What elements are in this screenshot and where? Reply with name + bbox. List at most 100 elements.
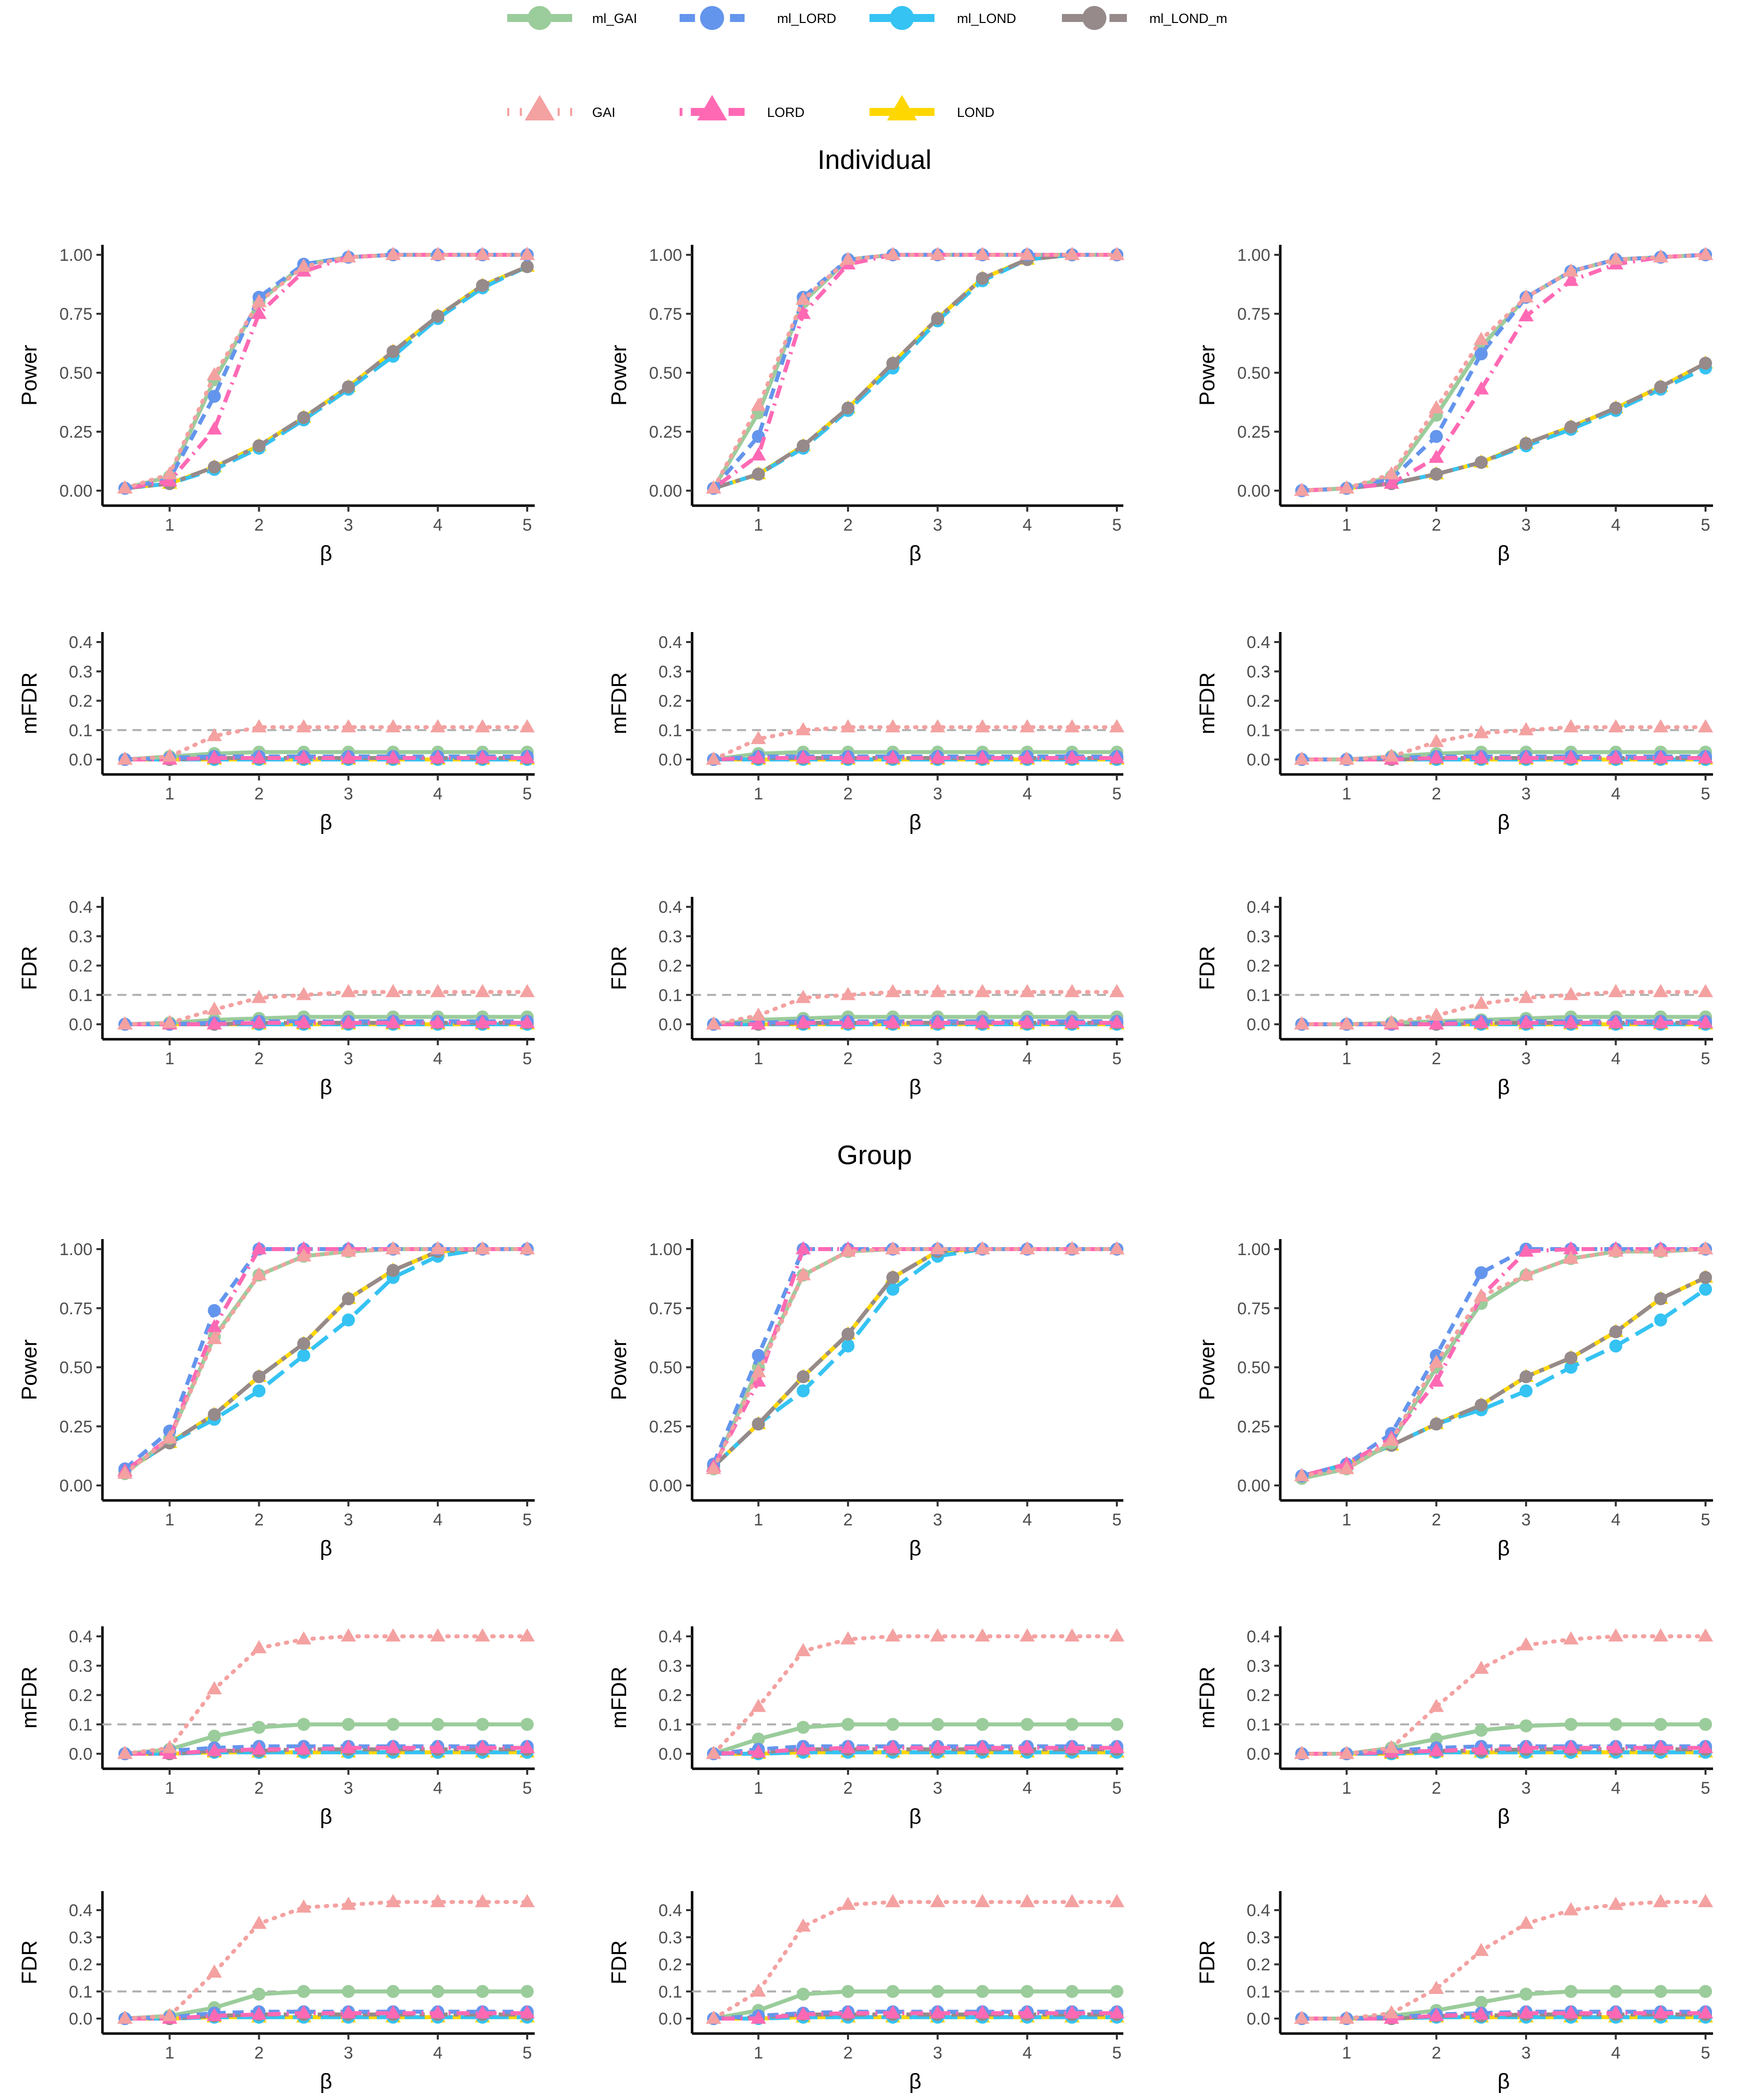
x-tick-label: 4 — [1611, 784, 1621, 803]
series-line-ml_GAI — [713, 1015, 1117, 1026]
panel-group-fdr-2: 0.0 0.1 0.2 0.3 0.4 1 2 3 4 5 FDR β — [607, 1891, 1125, 2094]
data-point-LORD — [251, 306, 267, 319]
x-tick-label: 3 — [1521, 1049, 1531, 1068]
series-GAI — [706, 247, 1125, 494]
y-tick-label: 0.3 — [69, 1657, 92, 1676]
data-point-LORD — [796, 2006, 811, 2020]
x-tick-label: 1 — [754, 2044, 763, 2063]
data-point-GAI — [251, 990, 267, 1003]
legend-item-ml_GAI: ml_GAI — [507, 6, 637, 30]
data-point-LORD — [1698, 1015, 1714, 1028]
data-point-LORD — [206, 750, 222, 763]
x-tick-label: 5 — [1112, 1510, 1122, 1529]
legend-marker-GAI — [525, 95, 555, 120]
series-ml_LOND — [707, 248, 1123, 495]
y-tick-label: 1.00 — [1237, 246, 1270, 265]
y-tick-label: 0.4 — [1247, 1627, 1270, 1646]
x-tick-label: 1 — [165, 1510, 174, 1529]
data-point-LORD — [796, 1741, 811, 1755]
data-point-LORD — [974, 1015, 990, 1028]
y-tick-label: 0.4 — [659, 633, 682, 652]
data-point-GAI — [341, 1897, 356, 1910]
series-ml_LOND_m — [1295, 1271, 1712, 1483]
y-axis-title: Power — [1195, 345, 1219, 406]
data-point-ml_LOND_m — [342, 380, 355, 394]
data-point-GAI — [974, 984, 990, 997]
data-point-GAI — [1294, 1016, 1310, 1030]
y-axis-title: FDR — [1195, 1940, 1219, 1984]
panels: 0.000.250.500.751.001 2 3 4 5Powerβ0.000.250… — [17, 245, 1714, 2094]
data-point-LORD — [1518, 1015, 1534, 1028]
data-point-LORD — [930, 2005, 945, 2019]
x-axis-title: β — [909, 2070, 921, 2094]
data-point-LORD — [751, 2011, 766, 2024]
y-tick-label: 0.4 — [1247, 633, 1270, 652]
data-point-GAI — [117, 1746, 133, 1759]
y-axis-title: mFDR — [607, 1666, 631, 1728]
data-point-GAI — [206, 1001, 222, 1015]
y-tick-label: 0.75 — [1237, 305, 1270, 324]
series-LORD — [706, 247, 1125, 494]
x-tick-label: 1 — [165, 2044, 174, 2063]
data-point-GAI — [1294, 483, 1310, 496]
x-tick-label: 2 — [1432, 2044, 1441, 2063]
data-point-ml_GAI — [1110, 1718, 1123, 1731]
series-GAI — [706, 1241, 1125, 1474]
data-point-GAI — [751, 1364, 766, 1378]
data-point-LORD — [1473, 381, 1489, 395]
series-line-ml_GAI — [713, 750, 1117, 761]
data-point-GAI — [1473, 331, 1489, 345]
data-point-ml_LOND_m — [342, 1292, 355, 1306]
data-point-LORD — [206, 2008, 222, 2021]
data-point-GAI — [1429, 733, 1444, 747]
data-point-GAI — [251, 719, 267, 732]
x-axis-title: β — [1498, 1536, 1510, 1560]
data-point-GAI — [1653, 1894, 1669, 1908]
series-LOND — [1294, 355, 1714, 496]
y-tick-label: 0.0 — [659, 1745, 682, 1764]
data-point-GAI — [206, 728, 222, 741]
series-line-GAI — [123, 725, 529, 761]
data-point-GAI — [1473, 995, 1489, 1009]
series-GAI — [706, 1628, 1125, 1759]
data-point-LORD — [385, 1740, 401, 1753]
data-point-ml_LOND_m — [752, 1417, 765, 1431]
x-tick-label: 1 — [1342, 516, 1351, 535]
data-point-ml_LOND — [1609, 1339, 1623, 1353]
series-ml_GAI — [707, 248, 1123, 495]
data-point-LORD — [1608, 1740, 1624, 1753]
data-point-LORD — [206, 1743, 222, 1756]
y-tick-label: 0.4 — [1247, 1901, 1270, 1920]
data-point-GAI — [1339, 1016, 1354, 1030]
y-axis-title: Power — [17, 345, 41, 406]
data-point-GAI — [930, 1894, 945, 1908]
data-point-ml_GAI — [797, 1988, 810, 2001]
data-point-ml_GAI — [297, 1985, 310, 1998]
data-point-ml_LOND_m — [1699, 1271, 1712, 1284]
series-line-ml_LORD — [712, 1247, 1117, 1465]
y-tick-label: 0.1 — [69, 1715, 92, 1734]
series-line-ml_GAI — [713, 1989, 1117, 2021]
data-point-GAI — [1653, 1243, 1669, 1257]
y-tick-label: 0.0 — [659, 2010, 682, 2029]
data-point-GAI — [1339, 1746, 1354, 1759]
y-tick-label: 0.3 — [659, 1657, 682, 1676]
x-tick-label: 5 — [1112, 516, 1122, 535]
legend-label-LOND: LOND — [957, 105, 994, 120]
series-ml_LOND_m — [707, 248, 1123, 495]
series-line-ml_GAI — [712, 253, 1117, 490]
data-point-ml_GAI — [1699, 1985, 1712, 1998]
x-tick-label: 2 — [1432, 1779, 1441, 1798]
x-tick-label: 2 — [254, 1779, 264, 1798]
data-point-ml_LORD — [207, 1304, 221, 1317]
data-point-ml_LOND_m — [797, 1370, 810, 1384]
data-point-ml_GAI — [252, 1721, 266, 1734]
data-point-LORD — [430, 2005, 446, 2019]
series-ml_GAI — [707, 1243, 1123, 1475]
y-tick-label: 0.75 — [649, 305, 682, 324]
data-point-GAI — [162, 2008, 177, 2021]
series-line-ml_LOND_m — [713, 253, 1117, 491]
data-point-LORD — [930, 1015, 945, 1028]
data-point-ml_LOND_m — [931, 312, 944, 325]
data-point-LORD — [1563, 1740, 1579, 1753]
